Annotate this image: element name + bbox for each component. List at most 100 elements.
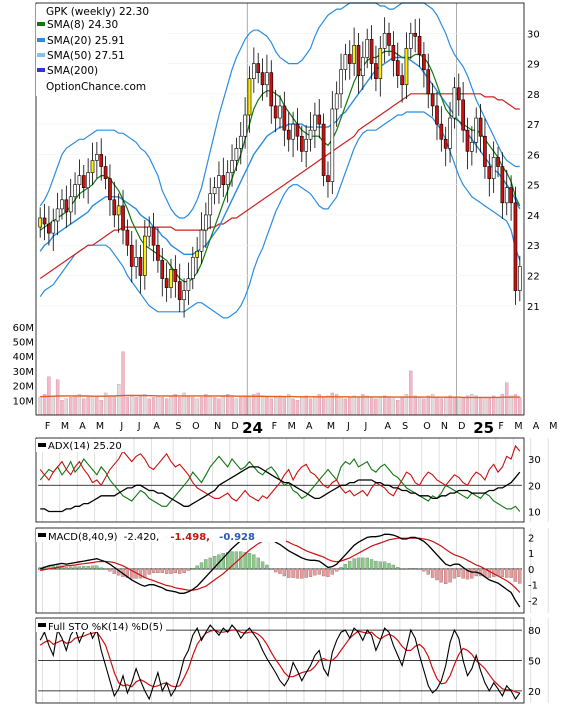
- candle-body-20: [125, 229, 130, 246]
- month-label-2: A: [79, 421, 86, 432]
- macd-tick-3: 1: [528, 549, 534, 560]
- candle-body-90: [430, 93, 435, 107]
- volume-bar-49: [252, 394, 256, 416]
- candle-body-106: [500, 166, 505, 204]
- volume-bar-35: [191, 397, 195, 416]
- month-label-9: N: [214, 421, 221, 432]
- panel-frames: F M A M J J A S O N D 24 F M A M J J A S O N D 25 F M A M2122232425…: [13, 2, 557, 704]
- candle-body-69: [339, 69, 343, 95]
- candle-body-2: [47, 223, 51, 234]
- volume-bar-48: [247, 397, 252, 416]
- volume-bar-83: [400, 397, 404, 416]
- macd-hist-bar-81: [391, 564, 396, 570]
- candle-body-43: [225, 172, 230, 185]
- volume-bar-94: [448, 395, 452, 416]
- month-label-5: J: [137, 421, 141, 432]
- volume-bar-22: [134, 397, 138, 416]
- sto-legend-bg: [36, 619, 166, 632]
- candle-body-41: [217, 175, 221, 188]
- legend-swatch-sma8: [37, 22, 45, 26]
- macd-hist-bar-23: [138, 568, 143, 579]
- month-label-20: O: [423, 421, 430, 432]
- volume-bar-73: [356, 397, 361, 416]
- month-label-1: M: [61, 421, 69, 432]
- macd-tick-1: -1: [528, 581, 538, 592]
- volume-bar-104: [491, 395, 496, 416]
- volume-bar-93: [444, 397, 448, 416]
- macd-hist-bar-68: [335, 568, 339, 572]
- volume-bar-8: [73, 395, 77, 416]
- volume-bar-76: [369, 397, 374, 416]
- candle-body-73: [356, 45, 361, 76]
- macd-hist-bar-90: [430, 568, 435, 578]
- volume-bar-25: [147, 398, 151, 416]
- candle-body-104: [491, 157, 496, 179]
- month-label-24: F: [498, 421, 503, 432]
- macd-hist-bar-78: [378, 561, 382, 570]
- price-tick-3: 24: [527, 211, 540, 222]
- macd-hist-bar-96: [457, 568, 461, 577]
- macd-hist-bar-65: [321, 568, 326, 577]
- volume-bar-10: [82, 398, 86, 416]
- candle-body-51: [260, 72, 265, 86]
- volume-bar-97: [461, 397, 465, 416]
- volume-bar-45: [234, 398, 239, 416]
- candle-body-46: [238, 135, 243, 149]
- grid-layer: [38, 3, 549, 703]
- candle-body-79: [382, 32, 387, 49]
- macd-hist-bar-14: [99, 567, 103, 570]
- macd-hist-bar-99: [470, 568, 474, 579]
- adx-legend-bg: [36, 439, 124, 452]
- volume-bar-78: [378, 397, 382, 416]
- volume-bar-47: [243, 395, 247, 416]
- volume-bar-65: [321, 397, 326, 416]
- candle-body-28: [160, 260, 165, 279]
- volume-bar-101: [478, 397, 483, 416]
- month-label-6: A: [153, 421, 160, 432]
- candle-body-80: [387, 32, 391, 46]
- volume-bar-52: [265, 397, 269, 416]
- candle-body-88: [422, 54, 426, 70]
- macd-line: [39, 532, 521, 608]
- volume-bar-51: [260, 395, 265, 416]
- volume-bar-43: [225, 394, 230, 416]
- macd-hist-bar-85: [409, 567, 413, 570]
- price-panel: [38, 2, 522, 319]
- candle-body-34: [186, 278, 191, 291]
- volume-bar-58: [291, 398, 295, 416]
- month-label-22: D: [458, 421, 465, 432]
- candle-body-54: [273, 105, 278, 119]
- volume-bar-55: [278, 395, 282, 416]
- macd-hist-bar-13: [95, 565, 99, 570]
- macd-hist-bar-57: [287, 568, 291, 578]
- volume-bar-56: [282, 397, 287, 416]
- volume-bar-108: [509, 395, 513, 416]
- candle-body-87: [417, 36, 422, 55]
- month-label-12: F: [272, 421, 277, 432]
- candle-body-61: [304, 138, 308, 152]
- volume-bar-20: [125, 397, 130, 416]
- macd-hist-bar-11: [86, 565, 90, 570]
- candle-body-39: [208, 193, 213, 216]
- macd-hist-bar-51: [260, 561, 265, 570]
- legend-swatch-sma20: [37, 38, 45, 42]
- volume-bar-57: [287, 394, 291, 416]
- macd-hist-bar-60: [300, 568, 304, 579]
- volume-bar-32: [178, 397, 182, 416]
- candle-body-98: [465, 129, 470, 152]
- macd-hist-bar-87: [417, 568, 422, 570]
- candle-body-18: [116, 205, 121, 216]
- volume-bar-29: [164, 398, 169, 416]
- candle-body-68: [334, 93, 339, 110]
- macd-hist-bar-86: [413, 567, 417, 570]
- candle-body-12: [90, 160, 95, 173]
- candle-body-82: [395, 60, 400, 76]
- volume-panel: [38, 351, 522, 416]
- volume-bar-88: [422, 398, 426, 416]
- macd-hist-bar-82: [396, 567, 400, 570]
- volume-bar-0: [38, 397, 42, 416]
- volume-bar-69: [339, 397, 343, 416]
- volume-bar-91: [435, 397, 439, 416]
- adx-tick-0: 10: [528, 508, 541, 519]
- candle-body-0: [38, 217, 43, 228]
